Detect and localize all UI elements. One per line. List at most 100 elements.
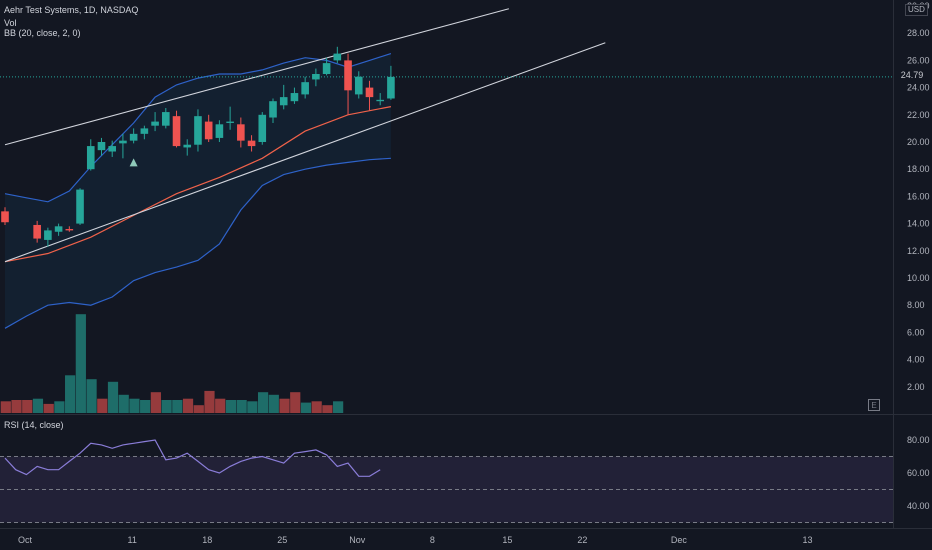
candle-body bbox=[76, 189, 84, 224]
price-tick-label: 4.00 bbox=[907, 355, 925, 365]
volume-bar bbox=[311, 401, 322, 413]
candle-body bbox=[279, 97, 288, 106]
candle-body bbox=[322, 63, 331, 74]
volume-bar bbox=[150, 392, 161, 413]
candle bbox=[215, 120, 224, 142]
candle bbox=[387, 65, 395, 100]
time-tick-label: Oct bbox=[18, 535, 33, 545]
candle bbox=[183, 139, 192, 156]
volume-bar bbox=[279, 398, 290, 413]
candle-body bbox=[312, 74, 320, 80]
candle bbox=[172, 110, 181, 148]
candle bbox=[312, 68, 320, 87]
price-tick-label: 24.00 bbox=[907, 83, 930, 93]
candle bbox=[54, 223, 63, 236]
candle-body bbox=[237, 124, 245, 141]
candle-body bbox=[354, 76, 363, 95]
candle-body bbox=[140, 128, 149, 134]
candle-body bbox=[172, 116, 181, 147]
rsi-tick-label: 40.00 bbox=[907, 501, 930, 511]
rsi-pane: 40.00 60.00 80.00 bbox=[0, 435, 930, 523]
volume-bar bbox=[193, 405, 204, 413]
candle-body bbox=[290, 93, 299, 102]
candle-body bbox=[65, 229, 74, 231]
volume-bar bbox=[257, 392, 269, 413]
candle bbox=[344, 53, 352, 115]
price-tick-label: 28.00 bbox=[907, 28, 930, 38]
candle bbox=[365, 80, 374, 111]
trend-channel bbox=[0, 8, 893, 263]
candle-body bbox=[226, 121, 234, 123]
time-tick-label: 22 bbox=[577, 535, 587, 545]
volume-legend[interactable]: Vol bbox=[4, 18, 17, 28]
candle bbox=[301, 76, 309, 99]
candle bbox=[1, 207, 9, 225]
price-tick-label: 8.00 bbox=[907, 300, 925, 310]
time-tick-label: 11 bbox=[128, 535, 137, 545]
volume-bar bbox=[22, 400, 33, 413]
candle-body bbox=[54, 226, 63, 232]
candle-body bbox=[376, 99, 384, 102]
candle bbox=[204, 114, 213, 142]
bb-lower-line bbox=[4, 157, 391, 329]
candle bbox=[269, 98, 277, 123]
candle bbox=[33, 220, 41, 243]
candle-body bbox=[301, 82, 309, 95]
rsi-tick-label: 60.00 bbox=[907, 468, 930, 478]
price-tick-label: 22.00 bbox=[907, 110, 930, 120]
candle-body bbox=[269, 101, 277, 118]
volume-bar bbox=[97, 398, 108, 413]
candle bbox=[65, 226, 74, 232]
candle-body bbox=[183, 144, 192, 148]
candle-body bbox=[387, 76, 395, 99]
candle-body bbox=[365, 87, 374, 98]
candle bbox=[129, 128, 138, 144]
candle bbox=[119, 133, 127, 159]
candle bbox=[44, 227, 52, 247]
candle bbox=[151, 112, 159, 132]
volume-bar bbox=[225, 400, 237, 413]
candle-body bbox=[333, 53, 342, 61]
volume-bar bbox=[0, 401, 11, 413]
signal-triangle bbox=[129, 158, 138, 167]
candle-body bbox=[151, 121, 159, 126]
rsi-tick-label: 80.00 bbox=[907, 435, 930, 445]
candle bbox=[140, 125, 149, 140]
candle bbox=[290, 87, 299, 104]
price-tick-label: 16.00 bbox=[907, 191, 930, 201]
candle bbox=[194, 109, 202, 152]
price-tick-label: 26.00 bbox=[907, 55, 930, 65]
rsi-legend[interactable]: RSI (14, close) bbox=[4, 420, 64, 430]
price-tick-label: 2.00 bbox=[907, 382, 925, 392]
earnings-badge[interactable]: E bbox=[868, 399, 880, 411]
volume-bar bbox=[182, 398, 194, 413]
candle bbox=[108, 140, 116, 157]
candle bbox=[258, 112, 267, 145]
candle-body bbox=[97, 142, 106, 151]
candle bbox=[376, 93, 384, 106]
candle-body bbox=[108, 146, 116, 152]
volume-bar bbox=[32, 398, 44, 413]
volume-bar bbox=[65, 375, 76, 413]
volume-bar bbox=[75, 314, 86, 413]
bollinger-legend[interactable]: BB (20, close, 2, 0) bbox=[4, 28, 81, 38]
volume-bar bbox=[129, 398, 140, 413]
volume-bars bbox=[0, 314, 344, 413]
volume-bar bbox=[172, 400, 183, 413]
volume-bar bbox=[54, 401, 65, 413]
time-tick-label: Nov bbox=[349, 535, 366, 545]
candle bbox=[247, 135, 256, 152]
volume-bar bbox=[107, 381, 119, 413]
candle bbox=[86, 139, 95, 171]
price-tick-label: 12.00 bbox=[907, 246, 930, 256]
last-price-label: 24.79 bbox=[894, 69, 930, 82]
price-axis: 2.00 4.00 6.00 8.00 10.00 12.00 14.00 16.00 18.0… bbox=[907, 1, 930, 392]
price-tick-label: 10.00 bbox=[907, 273, 930, 283]
candle bbox=[333, 46, 342, 64]
symbol-title[interactable]: Aehr Test Systems, 1D, NASDAQ bbox=[4, 5, 139, 15]
candle bbox=[237, 117, 245, 148]
time-tick-label: 8 bbox=[430, 535, 435, 545]
volume-bar bbox=[215, 398, 226, 413]
currency-label[interactable]: USD bbox=[905, 4, 928, 16]
